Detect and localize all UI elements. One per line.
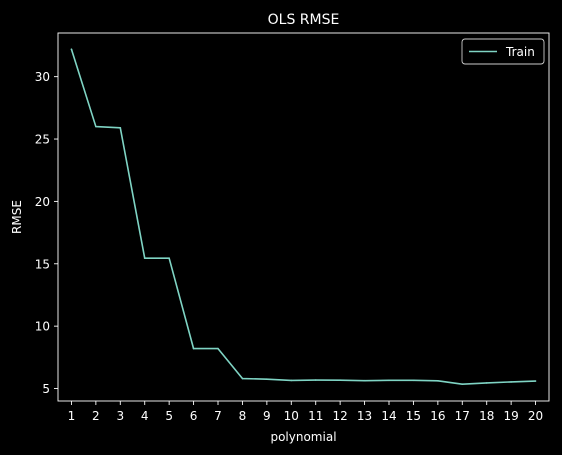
data-point [290, 379, 293, 382]
data-point [192, 347, 195, 350]
data-point [143, 257, 146, 259]
y-tick-label: 20 [35, 195, 50, 209]
data-point [534, 380, 537, 382]
y-tick-label: 30 [35, 70, 50, 84]
data-point [314, 379, 317, 381]
x-tick-label: 18 [479, 409, 494, 423]
x-tick-label: 13 [357, 409, 372, 423]
data-point [339, 379, 341, 381]
data-point [119, 127, 122, 129]
x-tick-label: 20 [528, 409, 543, 423]
x-tick-label: 11 [308, 409, 323, 423]
x-tick-label: 1 [68, 409, 76, 423]
data-point [241, 377, 244, 380]
x-tick-label: 9 [263, 409, 271, 423]
x-tick-label: 2 [92, 409, 100, 423]
plot-frame [57, 32, 550, 402]
data-point [95, 125, 97, 128]
x-tick-label: 19 [503, 409, 518, 423]
data-point [461, 383, 464, 385]
data-point [388, 379, 390, 382]
data-point [363, 379, 366, 382]
data-point [70, 48, 73, 51]
y-tick-label: 5 [42, 382, 50, 396]
legend-label-train: Train [505, 45, 535, 59]
y-axis-ticks: 5 10 15 20 25 30 [35, 70, 58, 396]
data-point [437, 379, 439, 382]
data-point [510, 381, 512, 383]
chart-title: OLS RMSE [268, 12, 340, 28]
series-line-train [70, 48, 536, 385]
x-tick-label: 6 [190, 409, 198, 423]
legend: Train [461, 38, 545, 65]
data-point [485, 382, 488, 384]
x-tick-label: 4 [141, 409, 149, 423]
x-tick-label: 5 [165, 409, 173, 423]
y-tick-label: 10 [35, 320, 50, 334]
legend-box [461, 38, 545, 65]
x-tick-label: 8 [239, 409, 247, 423]
data-point [217, 347, 219, 350]
x-tick-label: 14 [381, 409, 396, 423]
data-point [412, 379, 415, 382]
y-tick-label: 15 [35, 257, 50, 271]
x-tick-label: 17 [455, 409, 470, 423]
x-tick-label: 16 [430, 409, 445, 423]
y-tick-label: 25 [35, 133, 50, 147]
x-tick-label: 12 [333, 409, 348, 423]
x-axis-label: polynomial [270, 430, 336, 444]
x-tick-label: 10 [284, 409, 299, 423]
y-axis-label: RMSE [10, 200, 24, 234]
x-tick-label: 15 [406, 409, 421, 423]
x-tick-label: 3 [116, 409, 124, 423]
x-axis-ticks: 1 2 3 4 5 6 7 8 9 10 11 12 13 14 15 16 17 18 19 20 [68, 401, 543, 423]
x-tick-label: 7 [214, 409, 222, 423]
data-point [168, 257, 170, 259]
data-point [266, 378, 268, 380]
plot-area [70, 48, 537, 385]
